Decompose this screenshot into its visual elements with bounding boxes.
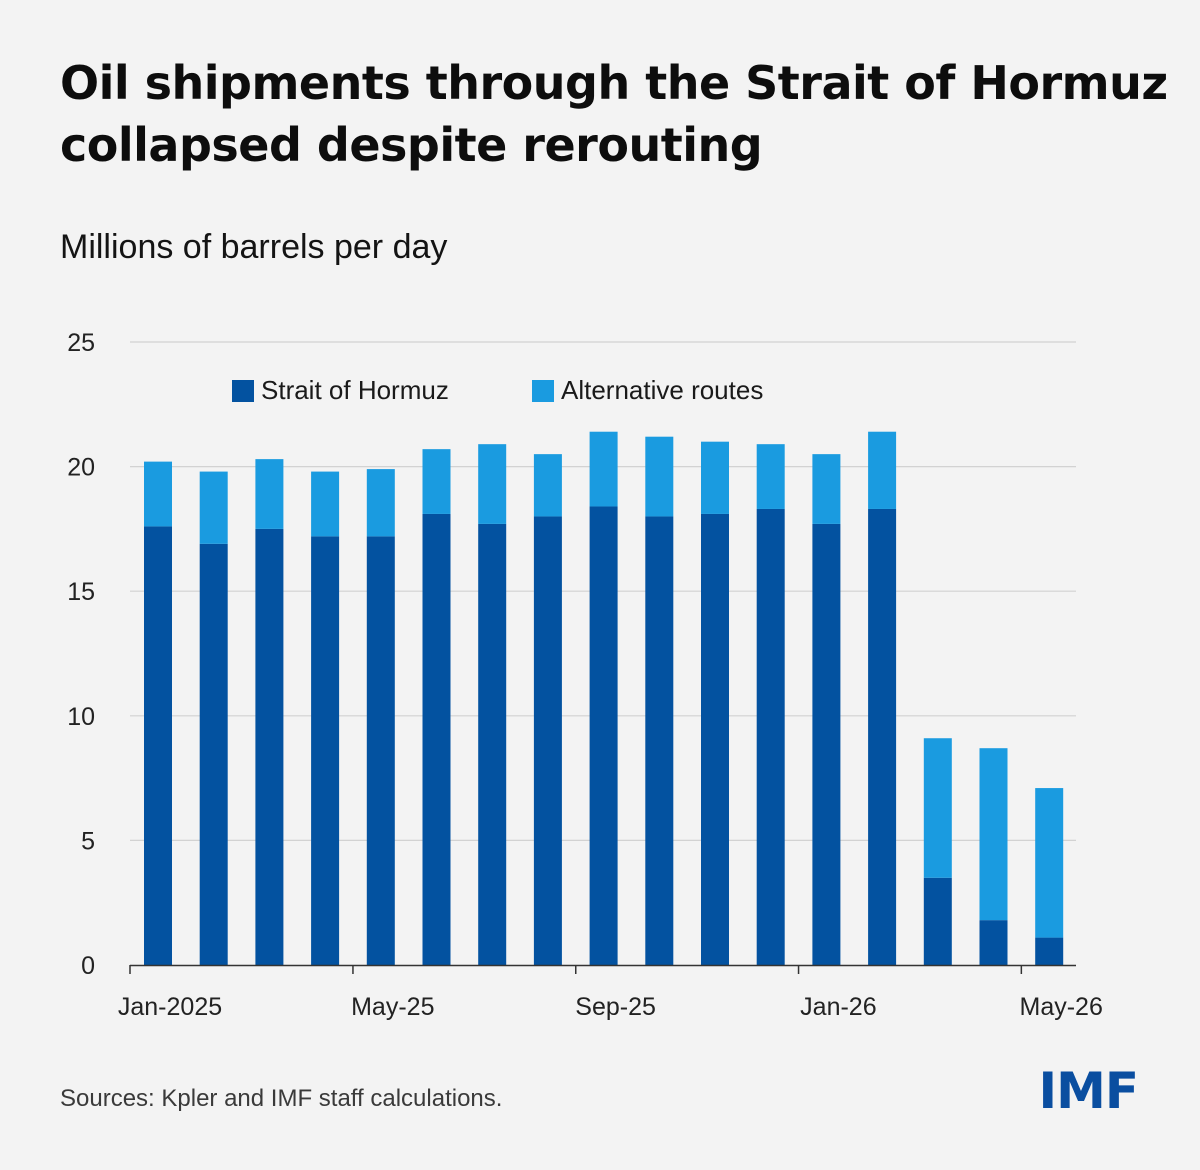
legend: Strait of Hormuz Alternative routes [232,375,763,405]
bars [144,431,1064,965]
bar-hormuz-14 [923,877,952,965]
bar-alternative-12 [812,454,841,524]
bar-hormuz-10 [701,513,729,965]
bar-hormuz-16 [1035,937,1064,965]
bar-alternative-3 [311,471,340,537]
bar-hormuz-8 [589,506,618,965]
x-tick-label-3: Jan-26 [800,993,876,1021]
legend-swatch-hormuz [232,380,254,402]
bar-alternative-14 [923,738,952,878]
chart-title-line1: Oil shipments through the Strait of Horm… [60,56,1168,110]
x-axis [129,964,1076,974]
x-tick-label-1: May-25 [351,993,434,1021]
bar-alternative-2 [255,459,284,529]
bar-hormuz-15 [979,920,1008,965]
bar-hormuz-3 [311,536,340,965]
bar-alternative-6 [478,444,507,524]
bar-alternative-13 [868,431,897,509]
bar-hormuz-2 [255,528,284,965]
chart-title-line2: collapsed despite rerouting [60,118,763,172]
chart-subtitle: Millions of barrels per day [60,228,448,266]
y-tick-label-5: 5 [81,827,95,855]
bar-hormuz-0 [144,526,172,965]
y-tick-label-25: 25 [67,329,95,357]
y-axis-tick-labels: 0 5 10 15 20 25 [67,329,95,980]
y-tick-label-15: 15 [67,578,95,606]
bar-alternative-4 [366,469,395,537]
bar-alternative-9 [645,436,674,517]
bar-hormuz-6 [478,523,507,965]
x-tick-label-2: Sep-25 [575,993,656,1021]
bar-alternative-1 [199,471,228,544]
bar-hormuz-4 [366,536,395,965]
bar-alternative-11 [756,444,785,509]
bar-alternative-10 [701,441,729,514]
bar-hormuz-11 [756,508,785,965]
bar-hormuz-5 [422,513,451,965]
bar-hormuz-13 [868,508,897,965]
bar-hormuz-12 [812,523,841,965]
legend-label-hormuz: Strait of Hormuz [261,375,449,405]
bar-alternative-7 [533,454,562,517]
bar-alternative-5 [422,449,451,514]
y-tick-label-0: 0 [81,952,95,980]
y-tick-label-20: 20 [67,454,95,482]
chart-title: Oil shipments through the Strait of Horm… [60,52,1170,176]
x-tick-label-4: May-26 [1020,993,1103,1021]
y-tick-label-10: 10 [67,703,95,731]
stacked-bar-chart: 0 5 10 15 20 25 Jan-2025 May-25 Sep-25 Jan-26 May… [67,329,1103,1021]
bar-alternative-16 [1035,788,1064,938]
x-tick-label-0: Jan-2025 [118,993,222,1021]
bar-hormuz-9 [645,516,674,965]
bar-alternative-8 [589,431,618,507]
bar-hormuz-1 [199,543,228,965]
bar-hormuz-7 [533,516,562,965]
source-note: Sources: Kpler and IMF staff calculation… [60,1085,503,1112]
x-axis-tick-labels: Jan-2025 May-25 Sep-25 Jan-26 May-26 [118,993,1103,1021]
imf-logo: IMF [1038,1062,1139,1120]
legend-label-alternative: Alternative routes [561,375,763,405]
bar-alternative-15 [979,748,1008,921]
legend-swatch-alternative [532,380,554,402]
bar-alternative-0 [144,461,172,527]
